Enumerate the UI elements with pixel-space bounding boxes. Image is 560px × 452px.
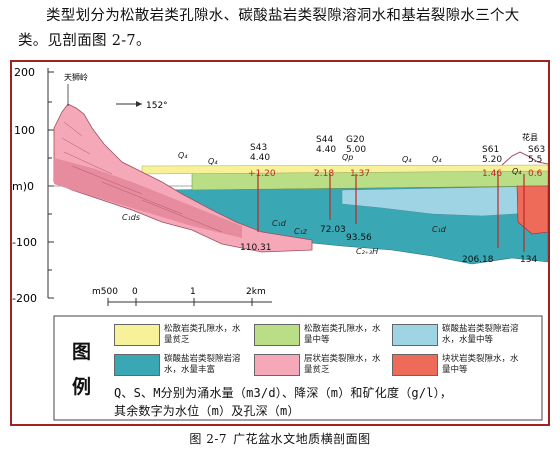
direction-label: 152°	[146, 101, 168, 111]
well-S63-id: S63	[528, 145, 545, 155]
well-S43-level: +1.20	[248, 169, 276, 179]
legend-text: 块状岩类裂隙水，水量中等	[442, 354, 519, 375]
y-tick-neg200: -200	[12, 292, 37, 305]
y-tick-0: m)0	[12, 180, 34, 193]
legend-swatch-lightblue	[392, 324, 438, 346]
well-S43-value: 4.40	[250, 153, 270, 163]
y-tick-200: 200	[14, 66, 35, 79]
y-ticks	[48, 71, 54, 299]
well-G20-id: G20	[346, 135, 365, 145]
block-rock-fissure-water	[516, 185, 548, 235]
formation-label: Q₄	[432, 155, 442, 164]
mountain-hatching	[61, 121, 223, 233]
intro-paragraph: 类型划分为松散岩类孔隙水、碳酸盐岩类裂隙溶洞水和基岩裂隙水三个大 类。见剖面图 …	[18, 4, 554, 54]
formation-label: Q₄	[208, 157, 218, 166]
y-tick-neg100: -100	[12, 236, 37, 249]
legend-note-line-1: Q、S、M分别为涌水量（m3/d）、降深（m）和矿化度（g/l），	[114, 386, 453, 400]
legend-text: 碳酸盐岩类裂隙岩溶水，水量丰富	[164, 354, 241, 375]
legend-text: 层状岩类裂隙水，水量贫乏	[304, 354, 381, 375]
legend-text: 松散岩类孔隙水，水量贫乏	[164, 324, 241, 345]
legend-frame	[53, 315, 543, 421]
legend-swatch-red	[392, 354, 438, 376]
formation-label: C₁d	[432, 225, 447, 234]
scale-bar: m500 0 1 2km	[92, 287, 272, 306]
formation-label: Q₄	[402, 155, 412, 164]
legend-title-char-2: 例	[72, 376, 92, 398]
hydrogeological-section-figure: 200 100 m)0 -100 -200	[10, 60, 550, 426]
legend-swatch-yellow	[114, 324, 160, 346]
formation-label: C₂₊₃H	[356, 247, 378, 256]
well-S43-id: S43	[250, 143, 267, 153]
formation-label: C₁d	[272, 219, 287, 228]
depth-S43: 110.31	[240, 243, 272, 253]
well-S44-value: 4.40	[316, 145, 336, 155]
caption-number: 图 2-7	[189, 432, 228, 446]
legend-text: 松散岩类孔隙水，水量中等	[304, 324, 381, 345]
carbonate-aquifer-medium	[341, 185, 548, 217]
well-S44-level: 2.18	[314, 169, 334, 179]
intro-line-1: 类型划分为松散岩类孔隙水、碳酸盐岩类裂隙溶洞水和基岩裂隙水三个大	[46, 8, 520, 24]
layered-rock-dark-band	[54, 158, 242, 238]
well-S61-level: 1.46	[482, 169, 502, 179]
scale-label: 1	[190, 287, 196, 297]
formation-label: Q₄	[178, 151, 188, 160]
figure-caption: 图 2-7 广花盆水文地质横剖面图	[0, 430, 560, 447]
mountain-label: 天狮岭	[64, 72, 88, 82]
legend-swatch-teal	[114, 354, 160, 376]
well-S44-id: S44	[316, 135, 333, 145]
well-S61-id: S61	[482, 145, 499, 155]
well-lines	[257, 174, 525, 252]
well-S61-value: 5.20	[482, 155, 502, 165]
well-G20-value: 5.00	[346, 145, 366, 155]
scale-label: m500	[92, 287, 118, 297]
legend-title-char-1: 图	[72, 341, 92, 363]
loose-pore-water-poor	[141, 164, 548, 175]
well-S63-value: 5.5	[528, 155, 542, 165]
right-hill-profile	[501, 151, 548, 166]
caption-title: 广花盆水文地质横剖面图	[233, 432, 371, 446]
depth-S63: 134	[520, 255, 537, 265]
depth-S44: 72.03	[320, 225, 346, 235]
legend-note-line-2: 其余数字为水位（m）及孔深（m）	[114, 404, 300, 418]
legend-swatch-green	[254, 324, 300, 346]
legend-text: 碳酸盐岩类裂隙岩溶水，水量中等	[442, 324, 519, 345]
intro-line-2: 类。见剖面图 2-7。	[18, 33, 151, 49]
formation-label: Q₄	[512, 167, 522, 176]
well-G20-level: 1.37	[350, 169, 370, 179]
scale-label: 2km	[246, 287, 266, 297]
depth-G20: 93.56	[346, 233, 372, 243]
legend-swatch-pink	[254, 354, 300, 376]
scale-label: 0	[132, 287, 138, 297]
formation-label: C₁ds	[122, 213, 140, 222]
formation-label: Qp	[342, 153, 353, 162]
right-mountain-label: 花县	[522, 132, 538, 142]
section-diagram: 200 100 m)0 -100 -200	[12, 66, 548, 421]
well-S63-level: 0.6	[528, 169, 543, 179]
formation-label: C₁z	[294, 227, 308, 236]
y-tick-100: 100	[14, 124, 35, 137]
direction-arrow-head	[136, 101, 142, 107]
depth-S61: 206.18	[462, 255, 494, 265]
